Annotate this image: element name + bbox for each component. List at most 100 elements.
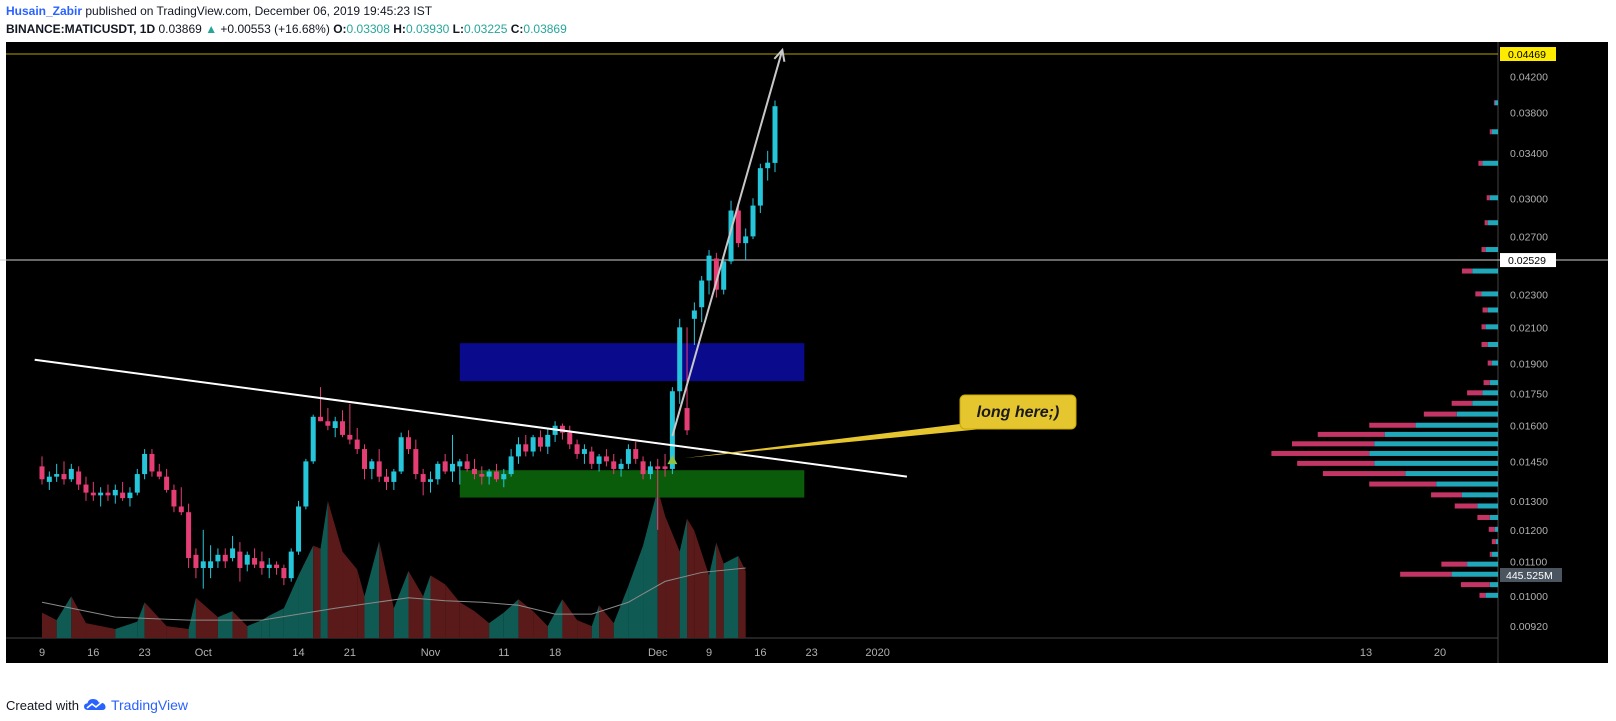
- volume-profile-up-bar: [1369, 450, 1498, 456]
- candle-body: [457, 461, 463, 467]
- x-tick-label: 2020: [865, 647, 889, 659]
- volume-profile-down-bar: [1481, 324, 1486, 330]
- tradingview-link[interactable]: TradingView: [110, 697, 189, 713]
- volume-profile-up-bar: [1489, 380, 1498, 386]
- volume-profile-down-bar: [1478, 160, 1483, 166]
- volume-area-segment: [261, 615, 270, 638]
- x-tick-label: Oct: [195, 647, 212, 659]
- volume-profile-down-bar: [1467, 390, 1483, 396]
- volume-profile-up-bar: [1472, 400, 1498, 406]
- volume-profile-down-bar: [1369, 422, 1416, 428]
- volume-area-segment: [232, 611, 248, 638]
- trendline[interactable]: [34, 358, 908, 478]
- candle-body: [252, 558, 258, 565]
- price-change: +0.00553 (+16.68%): [220, 22, 330, 36]
- volume-area-segment: [42, 612, 57, 638]
- volume-area-segment: [342, 551, 358, 638]
- candle-body: [406, 437, 411, 450]
- symbol-name[interactable]: BINANCE:MATICUSDT, 1D: [6, 22, 156, 36]
- close-value: 0.03869: [523, 22, 567, 36]
- candle-body: [68, 468, 74, 480]
- callout-box[interactable]: [959, 394, 1077, 430]
- candle-body: [391, 471, 397, 482]
- volume-area-segment: [445, 584, 460, 638]
- published-text: published on TradingView.com, December 0…: [85, 4, 433, 18]
- candle-body: [508, 456, 514, 475]
- volume-area-segment: [56, 596, 72, 638]
- volume-profile-up-bar: [1482, 390, 1498, 396]
- volume-area-segment: [657, 489, 666, 638]
- candle-body: [479, 474, 485, 477]
- target-arrow[interactable]: [671, 49, 784, 437]
- candle-body: [46, 476, 52, 482]
- candle-body: [303, 461, 309, 507]
- volume-profile-down-bar: [1489, 551, 1492, 557]
- low-label: L:: [452, 22, 464, 36]
- volume-profile-up-bar: [1477, 503, 1498, 509]
- candle-body: [398, 437, 404, 472]
- volume-area-segment: [709, 542, 717, 638]
- volume-area-segment: [503, 599, 519, 638]
- candle-body: [625, 449, 631, 464]
- volume-profile-down-bar: [1493, 100, 1495, 106]
- volume-area-segment: [628, 545, 644, 638]
- candle-body: [54, 474, 60, 477]
- profile-tick-label: 13: [1360, 647, 1372, 659]
- candle-body: [127, 492, 133, 499]
- candle-body: [757, 168, 763, 206]
- candle-body: [699, 280, 705, 308]
- candle-body: [420, 474, 426, 482]
- volume-area-segment: [313, 545, 321, 638]
- tradingview-cloud-icon: [83, 699, 106, 710]
- volume-profile-down-bar: [1475, 291, 1482, 297]
- volume-profile-up-bar: [1489, 195, 1498, 201]
- candle-body: [574, 444, 580, 454]
- x-tick-label: Nov: [421, 647, 441, 659]
- candle-body: [435, 463, 441, 480]
- volume-area-segment: [408, 570, 424, 638]
- target-price-label: 0.04469: [1508, 49, 1546, 61]
- level-price-badge: [1500, 253, 1556, 268]
- candle-body: [501, 474, 507, 480]
- volume-area-segment: [430, 575, 446, 638]
- support-zone[interactable]: [459, 470, 805, 498]
- resistance-zone[interactable]: [459, 343, 805, 382]
- volume-profile-up-bar: [1467, 561, 1498, 567]
- candle-body: [164, 476, 170, 490]
- volume-area-segment: [188, 597, 196, 638]
- candle-body: [259, 561, 265, 568]
- candle-body: [427, 479, 433, 482]
- candle-body: [332, 421, 338, 429]
- candle-body: [559, 425, 565, 433]
- candle-body: [134, 474, 140, 493]
- candle-body: [266, 564, 272, 568]
- volume-profile-up-bar: [1485, 324, 1498, 330]
- volume-profile-up-bar: [1487, 341, 1498, 347]
- volume-profile-up-bar: [1491, 360, 1498, 366]
- publish-info: Husain_Zabir published on TradingView.co…: [6, 4, 432, 18]
- candle-body: [340, 421, 346, 435]
- volume-area-segment: [643, 489, 658, 638]
- candle-body: [765, 162, 771, 169]
- entry-marker-icon[interactable]: [667, 455, 678, 465]
- volume-area-segment: [694, 530, 710, 638]
- volume-profile-down-bar: [1479, 592, 1486, 598]
- up-arrow-icon: ▲: [205, 22, 218, 36]
- candle-body: [669, 391, 675, 469]
- volume-profile-down-bar: [1491, 539, 1496, 545]
- candle-body: [281, 567, 287, 579]
- volume-profile-up-bar: [1494, 100, 1498, 106]
- price-chart[interactable]: long here;) 0.00920 0.01000 0.01100 0.01200 0…: [0, 42, 1616, 690]
- y-tick-label: 0.01000: [1510, 591, 1548, 603]
- candle-body: [98, 492, 104, 496]
- volume-area-segment: [364, 541, 380, 638]
- volume-area-segment: [613, 585, 629, 638]
- candle-body: [464, 461, 470, 469]
- high-label: H:: [393, 22, 406, 36]
- candle-body: [237, 551, 243, 568]
- volume-profile-down-bar: [1481, 247, 1486, 253]
- volume-profile-up-bar: [1451, 571, 1498, 577]
- y-tick-label: 0.01600: [1510, 421, 1548, 433]
- high-value: 0.03930: [405, 22, 450, 36]
- author-link[interactable]: Husain_Zabir: [6, 4, 83, 18]
